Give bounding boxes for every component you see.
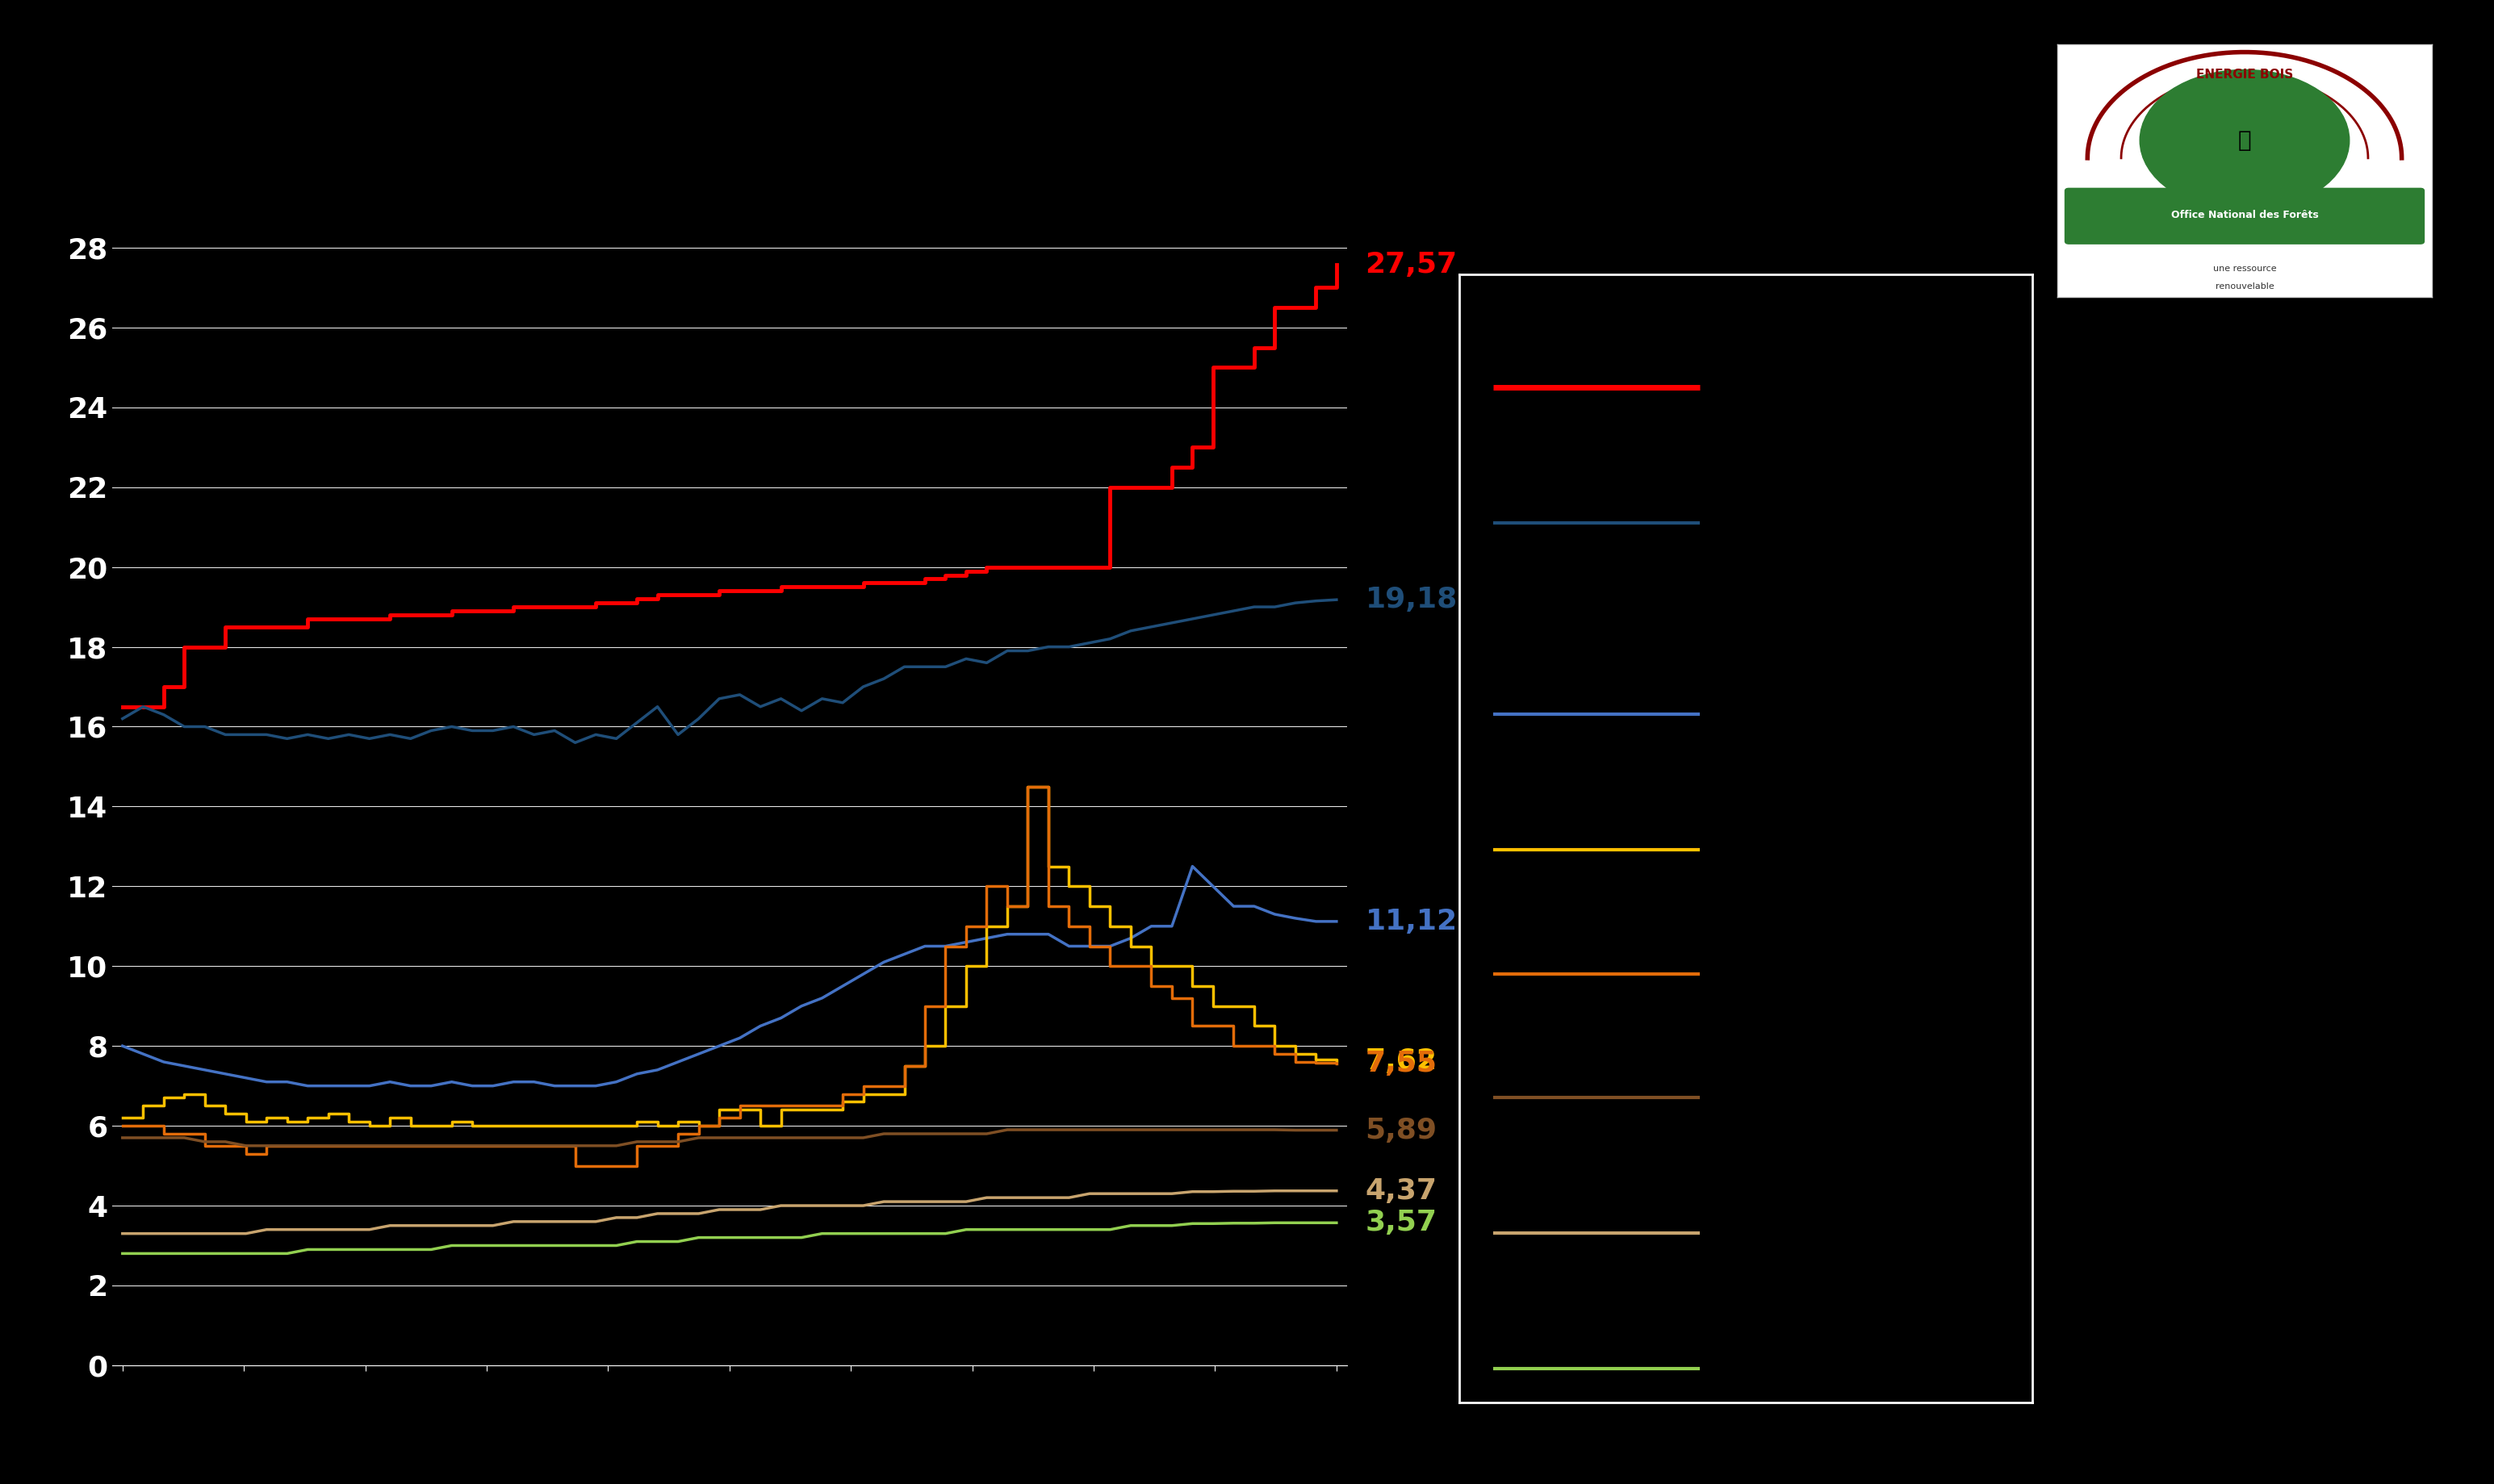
Text: 7,62: 7,62: [1364, 1048, 1437, 1074]
Circle shape: [2140, 70, 2349, 211]
Text: Office National des Forêts: Office National des Forêts: [2170, 209, 2319, 220]
Text: renouvelable: renouvelable: [2215, 282, 2275, 291]
Text: une ressource: une ressource: [2212, 266, 2277, 273]
Text: 🌿: 🌿: [2237, 129, 2252, 151]
Text: 11,12: 11,12: [1364, 908, 1456, 935]
Text: 19,18: 19,18: [1364, 586, 1456, 613]
FancyBboxPatch shape: [2065, 188, 2424, 243]
Text: 4,37: 4,37: [1364, 1177, 1437, 1205]
Text: 27,57: 27,57: [1364, 251, 1456, 279]
Text: ENERGIE BOIS: ENERGIE BOIS: [2197, 68, 2292, 80]
Text: 5,89: 5,89: [1364, 1116, 1437, 1144]
Text: 3,57: 3,57: [1364, 1209, 1437, 1236]
Text: 7,55: 7,55: [1364, 1051, 1437, 1077]
